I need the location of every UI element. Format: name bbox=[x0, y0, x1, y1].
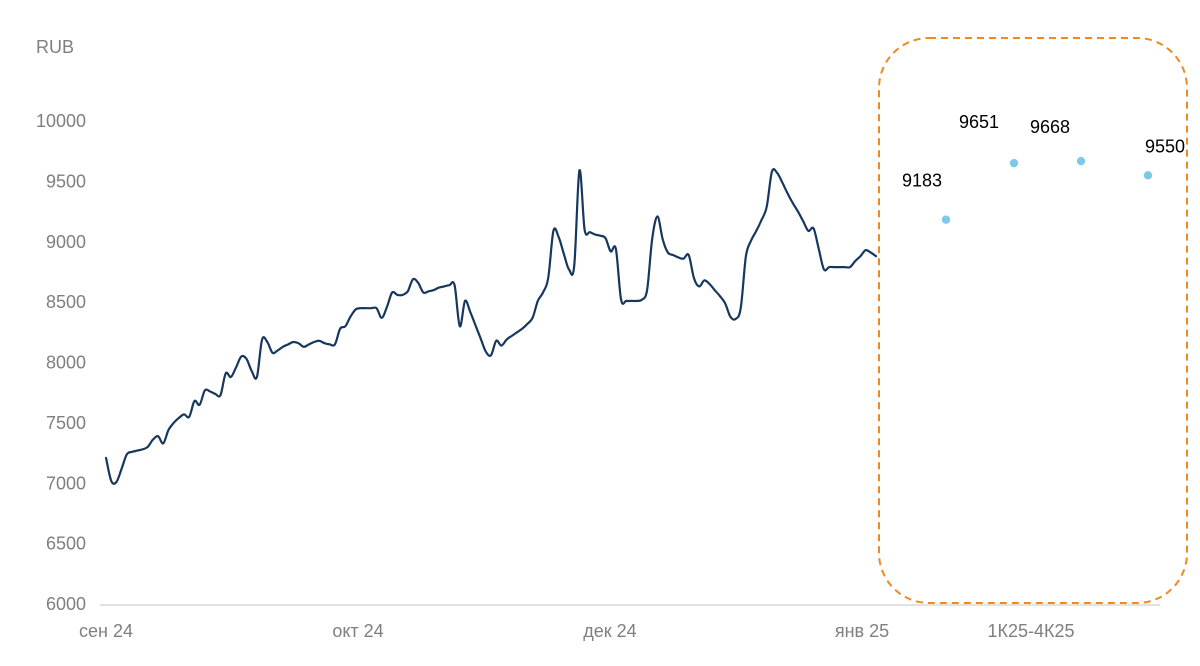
y-axis-unit-label: RUB bbox=[36, 37, 74, 57]
forecast-point bbox=[1143, 171, 1153, 180]
y-tick-label: 6500 bbox=[46, 534, 86, 554]
y-tick-label: 7000 bbox=[46, 473, 86, 493]
forecast-value-label: 9183 bbox=[902, 171, 942, 191]
x-tick-label: дек 24 bbox=[583, 621, 636, 641]
y-tick-label: 6000 bbox=[46, 594, 86, 614]
x-tick-label: сен 24 bbox=[79, 621, 133, 641]
y-tick-label: 9500 bbox=[46, 171, 86, 191]
y-tick-label: 8500 bbox=[46, 292, 86, 312]
x-tick-label: янв 25 bbox=[835, 621, 889, 641]
forecast-value-label: 9550 bbox=[1145, 136, 1185, 156]
forecast-points: 9183 9651 9668 9550 bbox=[902, 112, 1185, 224]
price-series-line bbox=[104, 168, 878, 485]
forecast-point bbox=[1009, 158, 1019, 168]
y-tick-label: 10000 bbox=[36, 111, 86, 131]
y-tick-label: 7500 bbox=[46, 413, 86, 433]
forecast-value-label: 9651 bbox=[959, 112, 999, 132]
y-tick-label: 9000 bbox=[46, 232, 86, 252]
x-tick-label: 1К25-4К25 bbox=[987, 621, 1074, 641]
forecast-highlight-box bbox=[878, 37, 1188, 604]
forecast-point bbox=[1076, 156, 1086, 166]
forecast-value-label: 9668 bbox=[1030, 117, 1070, 137]
x-tick-label: окт 24 bbox=[332, 621, 383, 641]
y-tick-label: 8000 bbox=[46, 353, 86, 373]
y-axis-ticks: 10000 9500 9000 8500 8000 7500 7000 6500 6000 bbox=[36, 111, 86, 614]
forecast-point bbox=[941, 215, 951, 224]
x-axis-ticks: сен 24 окт 24 дек 24 янв 25 1К25-4К25 bbox=[79, 621, 1075, 641]
